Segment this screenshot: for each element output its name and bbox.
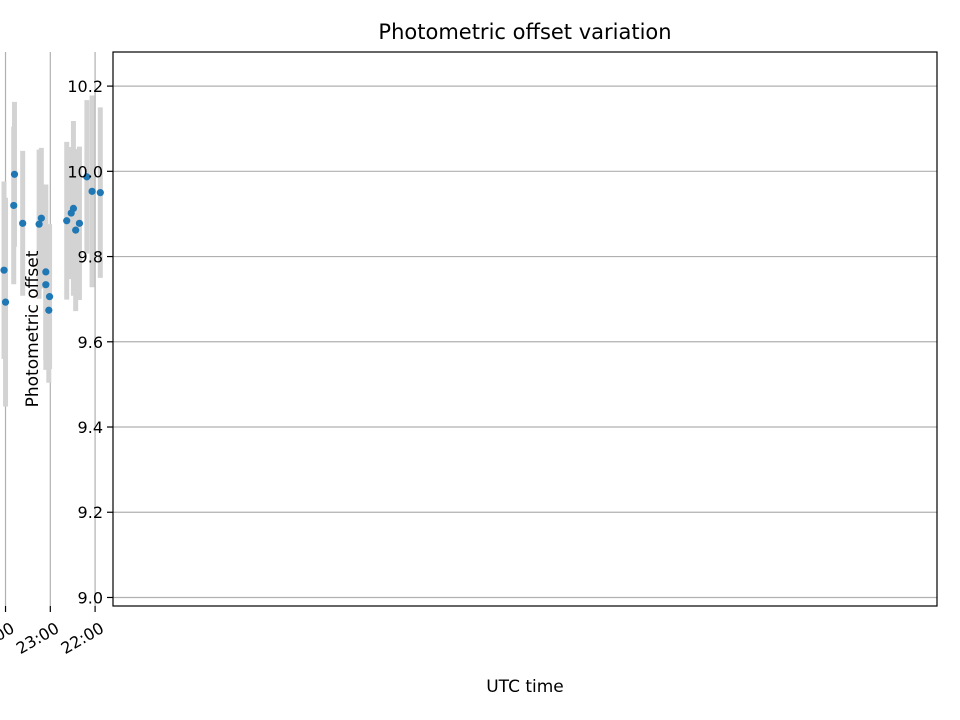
x-tick-label: 22:00 bbox=[58, 618, 107, 658]
data-point bbox=[75, 219, 84, 227]
data-point bbox=[63, 217, 71, 225]
y-tick-label: 9.6 bbox=[78, 333, 103, 352]
data-point bbox=[42, 268, 50, 276]
grid bbox=[4, 52, 937, 606]
plot-area bbox=[112, 51, 938, 607]
data-point bbox=[35, 220, 43, 228]
data-point bbox=[88, 187, 96, 195]
y-tick-label: 9.4 bbox=[78, 418, 103, 437]
y-tick-label: 9.2 bbox=[78, 503, 103, 522]
x-tick-label: 00:00 bbox=[0, 618, 18, 658]
x-axis-label: UTC time bbox=[486, 677, 564, 697]
y-tick-label: 10.0 bbox=[67, 162, 103, 181]
x-tick-label: 23:00 bbox=[13, 618, 62, 658]
data-point bbox=[72, 226, 80, 234]
data-point bbox=[96, 189, 104, 197]
data-point bbox=[83, 173, 91, 181]
data-point bbox=[0, 266, 8, 274]
data-points bbox=[0, 170, 104, 314]
chart-title: Photometric offset variation bbox=[378, 20, 671, 44]
data-point bbox=[10, 201, 18, 210]
data-point bbox=[37, 214, 45, 222]
data-point bbox=[1, 298, 10, 306]
y-tick-label: 9.8 bbox=[78, 248, 103, 267]
y-tick-label: 10.2 bbox=[67, 77, 103, 96]
y-tick-label: 9.0 bbox=[78, 588, 103, 607]
data-point bbox=[19, 219, 27, 227]
data-point bbox=[42, 281, 50, 289]
data-point bbox=[10, 170, 19, 178]
data-point bbox=[45, 293, 54, 301]
y-axis-label: Photometric offset bbox=[23, 250, 43, 407]
data-point bbox=[45, 306, 53, 314]
data-point bbox=[67, 209, 75, 217]
